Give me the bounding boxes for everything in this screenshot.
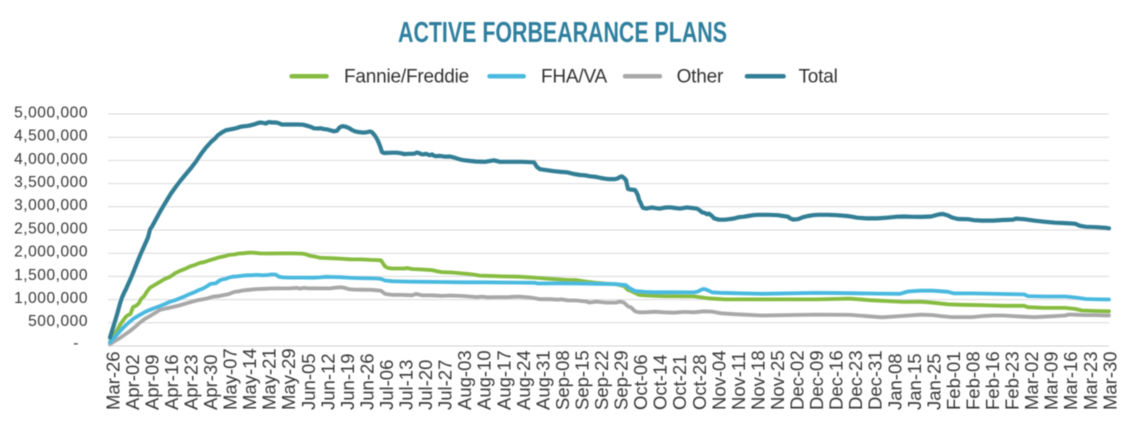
svg-text:2,000,000: 2,000,000 [14,244,88,261]
svg-text:Apr-16: Apr-16 [161,354,182,410]
svg-text:Aug-10: Aug-10 [474,350,495,410]
svg-text:Jun-12: Jun-12 [317,353,338,410]
svg-text:FHA/VA: FHA/VA [541,67,608,88]
svg-text:Feb-01: Feb-01 [943,351,964,410]
svg-text:Oct-21: Oct-21 [669,354,690,410]
svg-text:ACTIVE FORBEARANCE PLANS: ACTIVE FORBEARANCE PLANS [398,17,727,49]
svg-text:Oct-28: Oct-28 [689,354,710,410]
svg-text:2,500,000: 2,500,000 [14,220,88,237]
svg-text:Apr-09: Apr-09 [141,354,162,410]
svg-text:Nov-04: Nov-04 [708,350,729,410]
svg-text:Nov-25: Nov-25 [767,350,788,410]
svg-text:3,500,000: 3,500,000 [14,174,88,191]
svg-text:Aug-31: Aug-31 [532,350,553,410]
svg-text:Jul-20: Jul-20 [415,360,436,410]
svg-text:Mar-02: Mar-02 [1021,351,1042,410]
svg-text:Dec-31: Dec-31 [865,350,886,410]
svg-text:Mar-16: Mar-16 [1060,351,1081,410]
svg-text:Aug-24: Aug-24 [513,350,534,410]
svg-text:Mar-26: Mar-26 [102,351,123,410]
svg-text:Oct-06: Oct-06 [630,354,651,410]
svg-text:Oct-14: Oct-14 [650,354,671,410]
svg-text:Jan-25: Jan-25 [923,353,944,410]
svg-text:Dec-02: Dec-02 [787,350,808,410]
svg-text:May-07: May-07 [220,348,241,410]
svg-text:Apr-02: Apr-02 [122,354,143,410]
svg-text:-: - [73,335,79,352]
svg-text:Mar-23: Mar-23 [1080,351,1101,410]
svg-text:Feb-16: Feb-16 [982,351,1003,410]
svg-text:Jan-08: Jan-08 [884,353,905,410]
svg-text:Dec-16: Dec-16 [826,350,847,410]
svg-text:Total: Total [799,67,838,88]
svg-text:1,000,000: 1,000,000 [14,290,88,307]
svg-text:Fannie/Freddie: Fannie/Freddie [344,67,469,88]
svg-text:Aug-03: Aug-03 [454,350,475,410]
svg-text:3,000,000: 3,000,000 [14,197,88,214]
svg-text:1,500,000: 1,500,000 [14,267,88,284]
svg-text:5,000,000: 5,000,000 [14,104,88,121]
svg-text:Feb-08: Feb-08 [963,351,984,410]
svg-text:Aug-17: Aug-17 [493,350,514,410]
svg-text:4,500,000: 4,500,000 [14,128,88,145]
svg-text:Jun-05: Jun-05 [298,353,319,410]
svg-text:Jan-15: Jan-15 [904,353,925,410]
svg-text:4,000,000: 4,000,000 [14,151,88,168]
svg-text:Jul-13: Jul-13 [396,360,417,410]
svg-text:May-21: May-21 [259,348,280,410]
svg-text:Feb-23: Feb-23 [1002,351,1023,410]
svg-text:Nov-11: Nov-11 [728,352,749,410]
svg-text:May-14: May-14 [239,348,260,410]
svg-text:Sep-29: Sep-29 [611,350,632,410]
svg-text:Sep-08: Sep-08 [552,350,573,410]
svg-text:May-29: May-29 [278,348,299,410]
svg-text:500,000: 500,000 [28,313,88,330]
svg-text:Dec-23: Dec-23 [845,350,866,410]
svg-text:Apr-23: Apr-23 [180,354,201,410]
svg-text:Mar-09: Mar-09 [1041,351,1062,410]
svg-text:Other: Other [677,67,724,88]
svg-text:Mar-30: Mar-30 [1099,351,1120,410]
svg-text:Jul-06: Jul-06 [376,360,397,410]
svg-text:Jun-19: Jun-19 [337,353,358,410]
svg-text:Sep-22: Sep-22 [591,350,612,410]
svg-text:Jul-27: Jul-27 [435,360,456,410]
svg-text:Jun-26: Jun-26 [356,353,377,410]
svg-text:Sep-15: Sep-15 [572,350,593,410]
svg-text:Nov-18: Nov-18 [747,350,768,410]
svg-text:Apr-30: Apr-30 [200,354,221,410]
svg-text:Dec-09: Dec-09 [806,350,827,410]
